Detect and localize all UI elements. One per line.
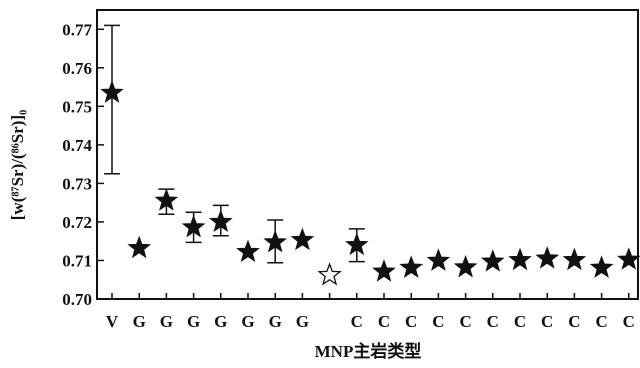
star-marker <box>263 229 288 253</box>
star-marker <box>562 247 587 271</box>
y-tick-label: 0.77 <box>62 20 92 39</box>
star-marker <box>372 259 396 282</box>
star-marker <box>480 249 505 272</box>
error-bars <box>104 24 365 264</box>
y-tick-label: 0.75 <box>62 97 92 116</box>
x-tick-label: C <box>595 312 607 331</box>
y-axis-ticks: 0.70 0.71 0.72 0.73 0.74 0.75 0.76 0.77 <box>62 20 104 309</box>
star-marker <box>535 246 560 269</box>
y-tick-label: 0.71 <box>62 251 92 270</box>
plot-frame <box>96 9 639 300</box>
star-marker <box>100 80 124 103</box>
star-marker <box>616 247 640 270</box>
star-marker <box>290 227 315 251</box>
y-tick-label: 0.73 <box>62 174 92 193</box>
star-marker <box>127 235 152 259</box>
x-tick-label: C <box>405 312 417 331</box>
x-tick-label: C <box>351 312 363 331</box>
x-tick-label: G <box>187 312 200 331</box>
x-tick-label: C <box>487 312 499 331</box>
x-axis-title: MNP主岩类型 <box>315 341 422 361</box>
y-tick-label: 0.76 <box>62 59 92 78</box>
x-tick-label: G <box>160 312 173 331</box>
star-marker <box>236 239 260 263</box>
x-tick-label: G <box>133 312 146 331</box>
star-marker <box>426 248 451 271</box>
star-marker <box>181 214 206 238</box>
x-tick-label: C <box>568 312 580 331</box>
star-marker <box>589 255 614 278</box>
y-axis-title: [w(⁸⁷Sr)/(⁸⁶Sr)]₀ <box>8 109 27 221</box>
y-tick-label: 0.72 <box>62 213 92 232</box>
x-tick-label: C <box>541 312 553 331</box>
y-tick-label: 0.70 <box>62 290 92 309</box>
data-points <box>100 80 640 286</box>
x-tick-label: V <box>106 312 119 331</box>
star-marker <box>508 247 532 271</box>
star-marker <box>344 232 369 256</box>
star-marker <box>399 255 424 278</box>
x-tick-label: G <box>269 312 282 331</box>
x-tick-label: G <box>214 312 227 331</box>
x-tick-label: C <box>432 312 444 331</box>
x-tick-label: C <box>623 312 635 331</box>
open-star-marker <box>317 262 342 286</box>
x-tick-label: G <box>296 312 309 331</box>
x-tick-label: C <box>378 312 390 331</box>
star-marker <box>208 209 233 232</box>
x-tick-label: C <box>514 312 526 331</box>
y-tick-label: 0.74 <box>62 136 92 155</box>
x-tick-label: C <box>459 312 471 331</box>
star-marker <box>154 188 179 211</box>
x-tick-label: G <box>241 312 254 331</box>
star-marker <box>453 254 478 278</box>
